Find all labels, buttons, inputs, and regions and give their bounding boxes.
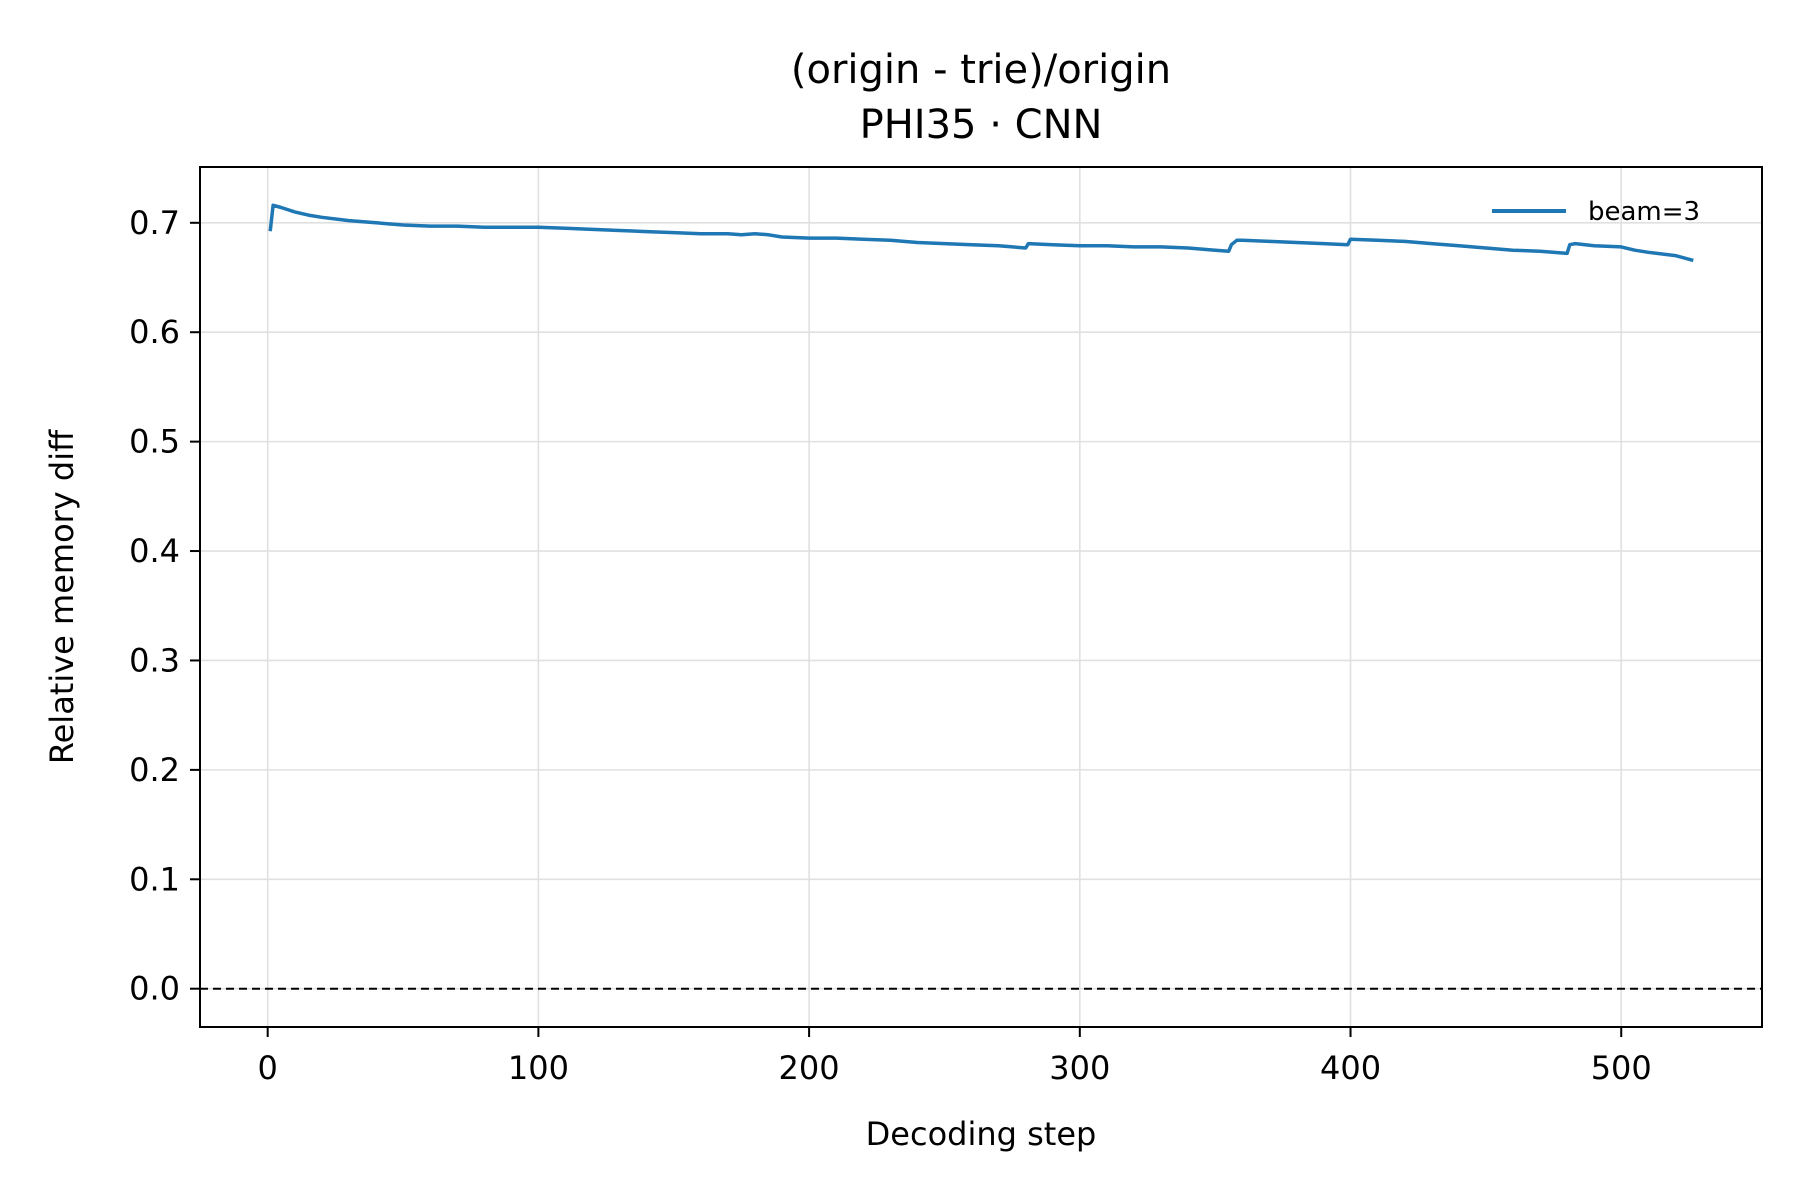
grid-lines xyxy=(200,167,1762,1027)
series-layer xyxy=(268,203,1694,263)
y-axis-ticks: 0.0 0.1 0.2 0.3 0.4 0.5 0.6 0.7 xyxy=(129,204,200,1008)
y-tick-label: 0.2 xyxy=(129,751,180,789)
chart-subtitle: PHI35 · CNN xyxy=(860,102,1103,148)
y-tick-label: 0.5 xyxy=(129,423,180,461)
y-tick-label: 0.1 xyxy=(129,860,180,898)
y-axis-label: Relative memory diff xyxy=(43,429,81,764)
x-axis-ticks: 0 100 200 300 400 500 xyxy=(257,1027,1652,1087)
chart-title: (origin - trie)/origin xyxy=(791,47,1171,93)
y-tick-label: 0.3 xyxy=(129,641,180,679)
x-tick-label: 0 xyxy=(257,1049,277,1087)
legend-label-beam-3: beam=3 xyxy=(1588,197,1700,227)
y-tick-label: 0.6 xyxy=(129,313,180,351)
x-tick-label: 100 xyxy=(508,1049,569,1087)
plot-frame xyxy=(199,166,1763,1028)
y-tick-label: 0.0 xyxy=(129,970,180,1008)
series-line-beam-3 xyxy=(268,203,1694,263)
x-tick-label: 300 xyxy=(1049,1049,1110,1087)
x-axis-label: Decoding step xyxy=(866,1115,1097,1153)
x-tick-label: 200 xyxy=(779,1049,840,1087)
x-tick-label: 500 xyxy=(1591,1049,1652,1087)
x-tick-label: 400 xyxy=(1320,1049,1381,1087)
legend: beam=3 xyxy=(1492,197,1700,227)
y-tick-label: 0.7 xyxy=(129,204,180,242)
y-tick-label: 0.4 xyxy=(129,532,180,570)
